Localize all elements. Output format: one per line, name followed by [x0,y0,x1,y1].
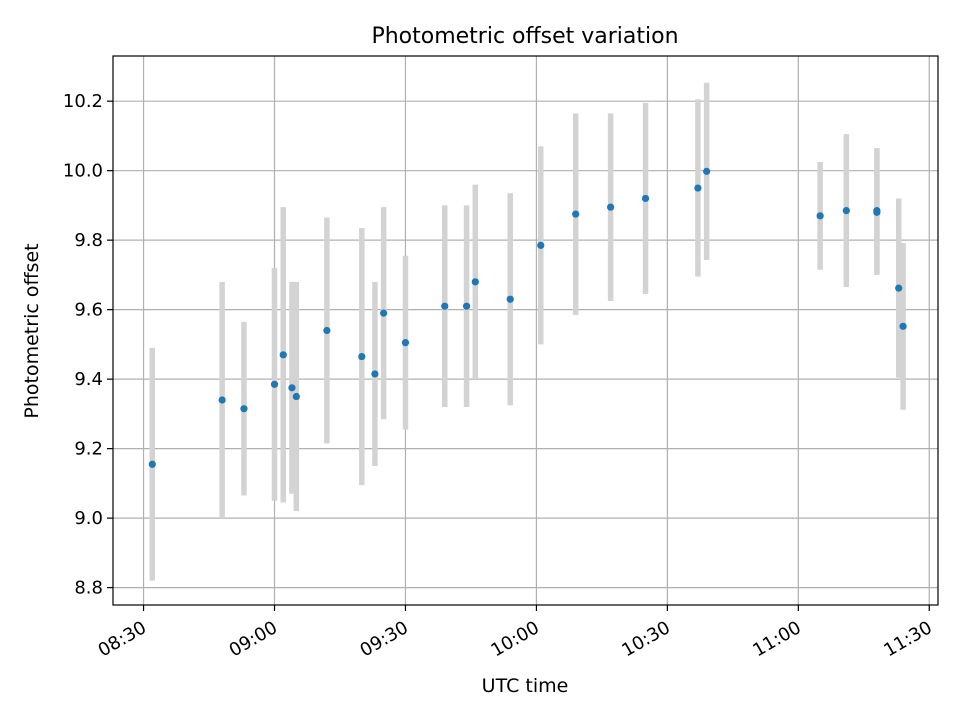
y-tick-label: 10.0 [63,161,103,182]
data-point [288,384,296,392]
data-point [218,396,226,404]
grid-lines [113,56,938,605]
data-point [842,207,850,215]
data-point [537,241,545,249]
y-axis-label: Photometric offset [21,243,43,418]
y-tick-label: 9.2 [74,439,103,460]
data-point [873,207,881,215]
data-point [471,278,479,286]
data-point [703,167,711,175]
data-point [279,351,287,359]
y-axis-ticks: 8.8 9.0 9.2 9.4 9.6 9.8 10.0 10.2 [63,91,113,599]
data-point [607,203,615,211]
data-point [148,460,156,468]
data-point [323,326,331,335]
y-tick-label: 8.8 [74,578,103,599]
data-point [270,380,279,388]
y-tick-label: 9.0 [74,508,103,529]
y-tick-label: 9.4 [74,369,103,390]
data-point [441,302,449,310]
data-points [148,167,907,468]
data-point [641,194,650,203]
chart-title: Photometric offset variation [371,24,678,49]
data-point [401,339,410,347]
data-point [292,392,300,401]
data-point [358,352,366,361]
data-point [380,309,388,317]
data-point [694,184,702,192]
data-point [895,284,903,292]
data-point [371,370,379,378]
data-point [899,322,907,330]
x-axis-label: UTC time [482,675,569,697]
data-point [506,295,514,303]
plot-area-frame [112,55,939,606]
data-point [816,212,824,220]
y-tick-label: 10.2 [63,91,103,112]
y-tick-label: 9.6 [74,300,103,321]
data-point [462,302,471,310]
data-point [572,210,580,218]
y-tick-label: 9.8 [74,230,103,251]
data-point [240,405,248,413]
